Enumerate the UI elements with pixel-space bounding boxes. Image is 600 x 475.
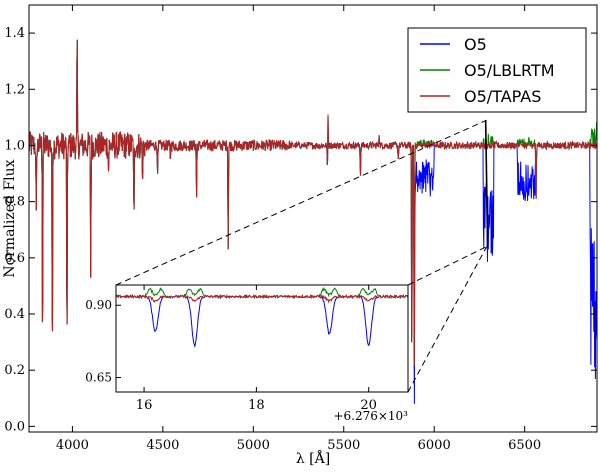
y-tick-label: 0.0 [4, 419, 25, 434]
y-tick-label: 1.2 [4, 82, 25, 97]
main-series-group [28, 39, 598, 404]
x-tick-label: 6500 [508, 438, 541, 453]
y-tick-label: 0.8 [4, 195, 25, 210]
inset-frame [115, 284, 409, 393]
zoom-connector-group [115, 119, 489, 393]
y-axis-label: Normalized Flux [2, 159, 18, 277]
x-tick-label: 6000 [418, 438, 451, 453]
inset-y-tick-label: 0.90 [85, 298, 112, 312]
inset-background-group [116, 285, 408, 392]
zoom-connector-line [407, 246, 488, 393]
legend: O5 O5/LBLRTM O5/TAPAS [407, 27, 587, 113]
axes-group: 4000 4500 5000 5500 6000 6500 0.0 0.2 0.4 0.6 0.8 1… [2, 4, 598, 467]
x-tick-label: 5000 [237, 438, 270, 453]
inset-x-offset-label: +6.276×10³ [333, 409, 408, 423]
zoom-region-marker [484, 120, 489, 247]
legend-label: O5/LBLRTM [464, 61, 555, 80]
y-tick-label: 0.6 [4, 251, 25, 266]
plot-frame [28, 4, 598, 433]
inset-x-tick-label: 20 [360, 398, 377, 413]
series-line-o5-tapas [28, 39, 598, 366]
inset-series-group: 16 18 20 0.65 0.90 +6.276×10³ [85, 284, 409, 423]
legend-label: O5 [464, 35, 487, 54]
x-tick-label: 4500 [146, 438, 179, 453]
x-tick-label: 5500 [327, 438, 360, 453]
x-tick-label: 4000 [56, 438, 89, 453]
inset-x-tick-label: 16 [136, 398, 153, 413]
legend-label: O5/TAPAS [464, 87, 541, 106]
zoom-connector-line [407, 246, 487, 286]
y-tick-label: 0.4 [4, 307, 25, 322]
x-axis-label: λ [Å] [296, 449, 330, 467]
y-tick-label: 1.0 [4, 138, 25, 153]
inset-y-tick-label: 0.65 [85, 371, 112, 385]
zoom-connector-line [115, 119, 487, 286]
inset-x-tick-label: 18 [248, 398, 265, 413]
inset-line-o5-tapas [115, 293, 409, 304]
y-tick-label: 0.2 [4, 363, 25, 378]
inset-background [116, 285, 408, 392]
y-tick-label: 1.4 [4, 26, 25, 41]
